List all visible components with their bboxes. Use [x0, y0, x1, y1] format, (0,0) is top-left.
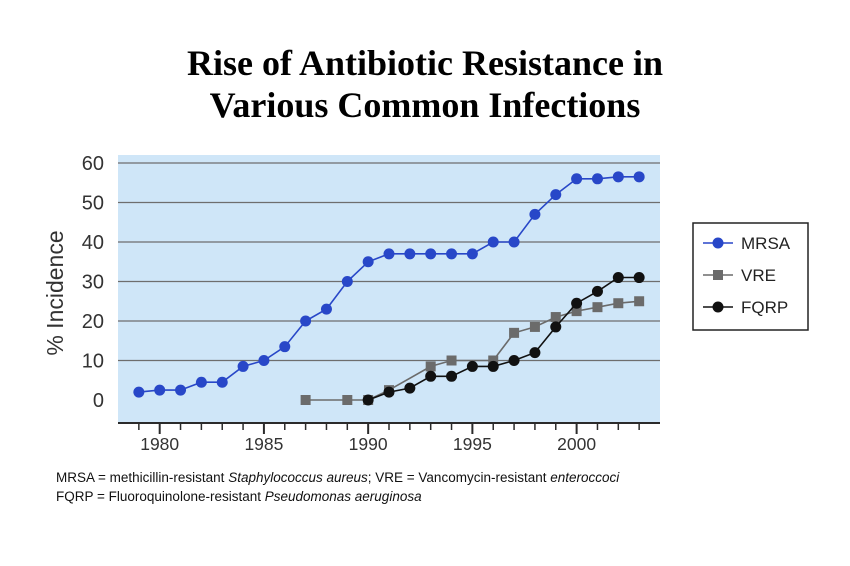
- footnote-mrsa-species: Staphylococcus aureus: [228, 470, 368, 485]
- x-tick-label: 2000: [557, 434, 596, 454]
- data-point-fqrp: [425, 370, 437, 382]
- chart-title-line-1: Rise of Antibiotic Resistance in: [187, 43, 663, 83]
- x-tick-label: 1980: [140, 434, 179, 454]
- grid-lines: [118, 162, 660, 362]
- data-point-fqrp: [612, 272, 624, 284]
- data-point-mrsa: [612, 171, 624, 183]
- chart-title-line-2: Various Common Infections: [209, 85, 641, 125]
- data-point-mrsa: [195, 376, 207, 388]
- data-point-fqrp: [404, 382, 416, 394]
- y-tick-label: 10: [82, 351, 104, 373]
- data-point-mrsa: [175, 384, 187, 396]
- data-point-mrsa: [154, 384, 166, 396]
- data-point-vre: [592, 302, 603, 313]
- data-point-mrsa: [362, 256, 374, 268]
- data-point-fqrp: [529, 347, 541, 359]
- data-point-mrsa: [237, 360, 249, 372]
- legend-marker-mrsa: [712, 237, 724, 249]
- data-point-fqrp: [487, 360, 499, 372]
- footnote-vre-species: enteroccoci: [550, 470, 620, 485]
- data-point-vre: [509, 327, 520, 338]
- plot-background: [118, 155, 660, 423]
- legend-marker-vre: [713, 270, 723, 280]
- data-point-mrsa: [258, 355, 270, 366]
- series-fqrp: [362, 272, 645, 406]
- axes: 0 10 20 30 40 50 60 1980 1985 1990 1995 2000: [82, 153, 660, 454]
- data-point-vre: [300, 395, 311, 405]
- footnote-vre-text: ; VRE = Vancomycin-resistant: [367, 470, 551, 485]
- legend-label-fqrp: FQRP: [741, 298, 788, 317]
- footnote-line-2: FQRP = Fluoroquinolone-resistant Pseudom…: [56, 489, 422, 504]
- legend-label-vre: VRE: [741, 266, 776, 285]
- y-tick-label: 60: [82, 153, 104, 175]
- y-tick-label: 30: [82, 272, 104, 294]
- data-point-fqrp: [633, 272, 645, 284]
- data-point-vre: [446, 355, 457, 366]
- data-point-mrsa: [633, 171, 645, 183]
- footnote-fqrp-text: FQRP = Fluoroquinolone-resistant: [56, 489, 265, 504]
- data-point-mrsa: [529, 208, 541, 220]
- data-point-vre: [488, 355, 499, 366]
- x-tick-label: 1985: [244, 434, 283, 454]
- data-point-mrsa: [320, 303, 332, 315]
- data-point-fqrp: [362, 394, 374, 406]
- footnote-line-1: MRSA = methicillin-resistant Staphylococ…: [56, 470, 619, 485]
- series-mrsa: [133, 171, 645, 398]
- data-point-vre: [342, 395, 353, 405]
- data-point-mrsa: [425, 248, 437, 260]
- data-point-mrsa: [300, 315, 312, 327]
- data-point-vre: [550, 312, 561, 323]
- data-point-mrsa: [487, 236, 499, 248]
- y-axis-label: % Incidence: [42, 230, 68, 355]
- data-point-fqrp: [466, 360, 478, 372]
- legend-label-mrsa: MRSA: [741, 234, 791, 253]
- data-series: [133, 171, 645, 406]
- legend-box: [692, 222, 809, 331]
- y-tick-label: 50: [82, 193, 104, 215]
- data-point-mrsa: [508, 236, 520, 248]
- data-point-mrsa: [591, 173, 603, 185]
- data-point-mrsa: [404, 248, 416, 260]
- x-tick-label: 1990: [349, 434, 388, 454]
- data-point-vre: [529, 321, 540, 332]
- data-point-fqrp: [383, 386, 395, 398]
- data-point-mrsa: [571, 173, 583, 185]
- y-tick-label: 0: [93, 390, 104, 412]
- data-point-mrsa: [383, 248, 395, 260]
- data-point-vre: [613, 298, 624, 309]
- data-point-mrsa: [446, 248, 458, 260]
- data-point-fqrp: [571, 297, 583, 309]
- footnote-fqrp-species: Pseudomonas aeruginosa: [264, 489, 422, 504]
- data-point-mrsa: [550, 189, 562, 201]
- data-point-mrsa: [279, 341, 291, 353]
- x-tick-label: 1995: [453, 434, 492, 454]
- y-tick-label: 20: [82, 311, 104, 333]
- data-point-mrsa: [466, 248, 478, 260]
- data-point-fqrp: [508, 355, 520, 366]
- chart-title: Rise of Antibiotic Resistance in Various…: [0, 42, 850, 126]
- data-point-vre: [425, 361, 436, 372]
- footnote-mrsa-text: MRSA = methicillin-resistant: [56, 470, 229, 485]
- data-point-vre: [634, 296, 645, 307]
- data-point-mrsa: [216, 376, 228, 388]
- data-point-mrsa: [133, 386, 145, 398]
- y-tick-label: 40: [82, 232, 104, 254]
- data-point-fqrp: [550, 321, 562, 333]
- legend-marker-fqrp: [712, 301, 724, 313]
- data-point-fqrp: [591, 285, 603, 297]
- data-point-mrsa: [341, 276, 353, 287]
- legend: MRSA VRE FQRP: [692, 222, 809, 331]
- data-point-fqrp: [446, 370, 458, 382]
- data-point-vre: [571, 306, 582, 317]
